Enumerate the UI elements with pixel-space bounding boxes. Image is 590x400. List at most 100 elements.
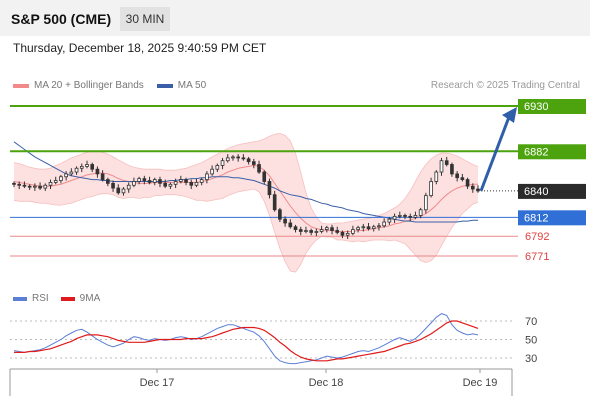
candle bbox=[293, 224, 298, 233]
candle-body bbox=[356, 227, 360, 230]
candle bbox=[116, 184, 121, 195]
candle-body bbox=[278, 209, 282, 220]
candle bbox=[262, 170, 267, 185]
candle bbox=[69, 168, 74, 176]
candle bbox=[377, 222, 381, 231]
candle bbox=[324, 225, 329, 233]
candle-body bbox=[132, 181, 136, 186]
candle bbox=[424, 192, 428, 214]
candle-body bbox=[100, 173, 105, 180]
candle-body bbox=[33, 185, 37, 188]
candle bbox=[319, 225, 324, 234]
level-label-text: 6882 bbox=[524, 146, 548, 158]
candle bbox=[74, 166, 79, 175]
candle-body bbox=[90, 164, 95, 170]
candle-body bbox=[142, 178, 147, 181]
candle bbox=[392, 213, 397, 223]
ma20-line bbox=[13, 164, 478, 232]
candle-body bbox=[38, 185, 42, 189]
candle bbox=[225, 154, 230, 163]
candle bbox=[335, 226, 340, 235]
candle-body bbox=[324, 227, 329, 230]
candle-body bbox=[241, 157, 246, 160]
level-label-6840: 6840 bbox=[518, 183, 586, 199]
candle-body bbox=[470, 185, 475, 190]
candle bbox=[33, 183, 37, 191]
x-tick-label: Dec 19 bbox=[463, 377, 498, 389]
candle-body bbox=[95, 168, 100, 175]
candle bbox=[85, 160, 89, 169]
legend-rsi-label: RSI bbox=[32, 293, 49, 304]
candle bbox=[236, 154, 240, 162]
instrument-title: S&P 500 (CME) bbox=[11, 11, 112, 27]
candle bbox=[17, 181, 22, 190]
candle-body bbox=[85, 164, 89, 167]
level-label-text: 6812 bbox=[524, 212, 548, 224]
candle-body bbox=[12, 182, 16, 185]
legend-rsi: RSI bbox=[13, 293, 49, 304]
level-label-6771: 6771 bbox=[525, 251, 549, 263]
legend-ma50-label: MA 50 bbox=[177, 80, 207, 91]
x-tick-label: Dec 17 bbox=[140, 377, 175, 389]
candle bbox=[309, 228, 313, 236]
candle-body bbox=[215, 165, 220, 170]
candle bbox=[470, 183, 475, 193]
level-label-6792: 6792 bbox=[525, 231, 549, 243]
candle-body bbox=[17, 183, 22, 186]
candle-body bbox=[205, 173, 209, 180]
legend-ma9-label: 9MA bbox=[79, 293, 101, 304]
rsi-tick-70: 70 bbox=[525, 316, 537, 328]
level-label-text: 6930 bbox=[524, 101, 548, 113]
candle-body bbox=[69, 171, 74, 175]
candle bbox=[304, 226, 308, 234]
candle-body bbox=[351, 229, 355, 234]
candle bbox=[111, 180, 115, 192]
candle bbox=[205, 171, 209, 184]
level-label-6812: 6812 bbox=[518, 210, 586, 226]
rsi-tick-30: 30 bbox=[525, 353, 537, 365]
candle-body bbox=[319, 229, 324, 232]
candle-body bbox=[465, 179, 470, 187]
candle bbox=[361, 223, 366, 232]
candle bbox=[106, 177, 110, 187]
candle-body bbox=[231, 156, 235, 159]
candle-body bbox=[377, 225, 381, 228]
candle bbox=[439, 157, 444, 176]
candle-body bbox=[59, 176, 63, 181]
level-label-bg bbox=[518, 183, 586, 199]
candle-body bbox=[43, 184, 48, 189]
candle-body bbox=[199, 179, 204, 183]
candle bbox=[257, 160, 261, 174]
candle bbox=[272, 190, 277, 212]
candle bbox=[231, 155, 235, 161]
candle-body bbox=[22, 184, 27, 187]
candle-body bbox=[272, 194, 277, 211]
candle-body bbox=[246, 158, 251, 163]
bollinger-band-fill bbox=[14, 133, 478, 272]
interval-button[interactable]: 30 MIN bbox=[120, 7, 170, 31]
candle-body bbox=[403, 215, 407, 217]
candle-body bbox=[267, 181, 272, 196]
candle-body bbox=[450, 164, 454, 175]
candle bbox=[64, 171, 68, 181]
candle bbox=[298, 226, 303, 236]
candle bbox=[194, 178, 199, 188]
candle bbox=[460, 173, 465, 182]
candle-body bbox=[126, 184, 131, 190]
candle bbox=[418, 207, 423, 219]
candle-body bbox=[27, 185, 32, 188]
candle-body bbox=[418, 209, 423, 216]
candle-body bbox=[179, 179, 183, 182]
legend-ma9-swatch bbox=[60, 296, 75, 301]
candle-body bbox=[53, 180, 58, 183]
candle-body bbox=[189, 182, 194, 186]
candle-body bbox=[460, 177, 465, 180]
candle-body bbox=[121, 188, 126, 194]
candle bbox=[95, 166, 100, 178]
candle bbox=[147, 176, 152, 185]
timestamp: Thursday, December 18, 2025 9:40:59 PM C… bbox=[13, 41, 267, 55]
header-bar: S&P 500 (CME) 30 MIN bbox=[0, 0, 590, 36]
x-tick-label: Dec 18 bbox=[309, 377, 344, 389]
bollinger-lower-line bbox=[13, 188, 479, 273]
candle bbox=[267, 178, 272, 199]
